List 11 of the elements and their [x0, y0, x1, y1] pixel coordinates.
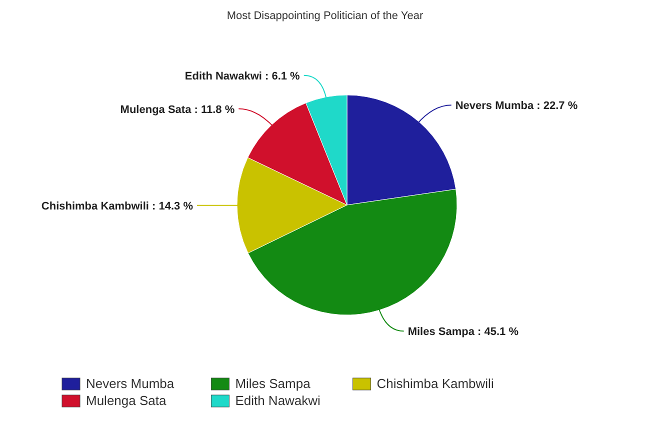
legend-label: Mulenga Sata — [86, 393, 167, 408]
chart-title: Most Disappointing Politician of the Year — [226, 10, 424, 22]
data-label: Edith Nawakwi : 6.1 % — [184, 70, 300, 82]
legend-label: Miles Sampa — [235, 376, 312, 391]
legend-label: Chishimba Kambwili — [376, 376, 494, 391]
data-label: Nevers Mumba : 22.7 % — [455, 100, 578, 112]
legend-label: Nevers Mumba — [86, 376, 175, 391]
data-label: Chishimba Kambwili : 14.3 % — [41, 200, 194, 212]
legend-label: Edith Nawakwi — [235, 393, 321, 408]
data-label: Mulenga Sata : 11.8 % — [120, 104, 235, 116]
data-label: Miles Sampa : 45.1 % — [408, 326, 519, 338]
